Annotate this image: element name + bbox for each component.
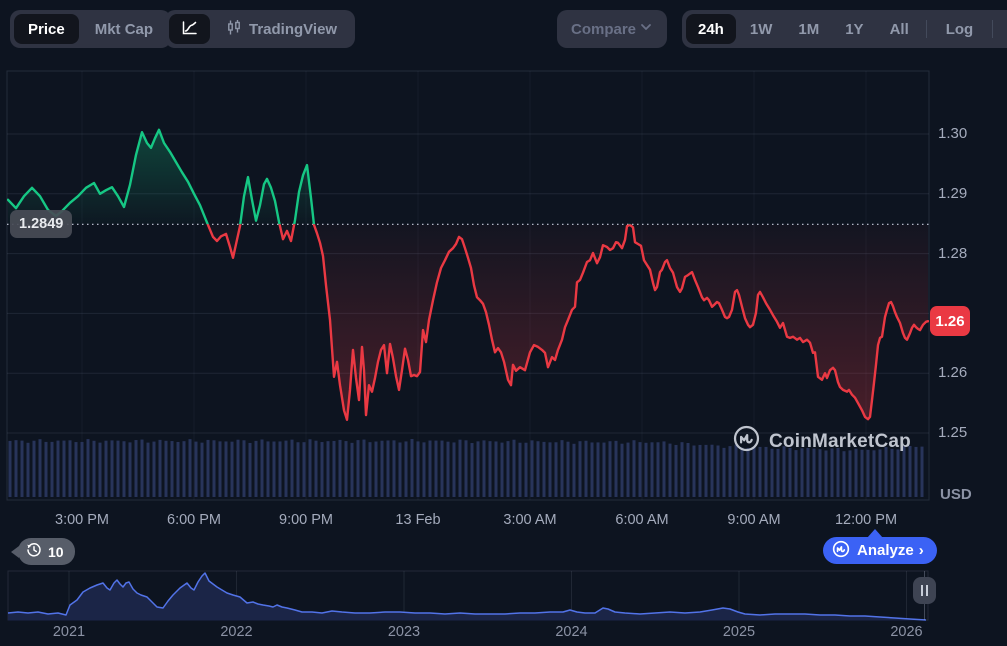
open-price-label: 1.2849	[10, 210, 73, 239]
compare-label: Compare	[571, 20, 637, 38]
x-axis-label: 3:00 AM	[503, 512, 557, 528]
minimap-year-label: 2026	[890, 624, 923, 640]
y-axis-label: 1.30	[938, 125, 968, 142]
range-button-all[interactable]: All	[889, 20, 909, 38]
chevron-down-icon	[639, 20, 653, 39]
coinmarketcap-watermark: CoinMarketCap	[733, 425, 911, 458]
clock-history-icon	[26, 542, 42, 561]
x-axis-label: 6:00 AM	[615, 512, 669, 528]
range-button-1y[interactable]: 1Y	[845, 20, 864, 38]
minimap-year-label: 2023	[387, 624, 421, 640]
candlestick-icon	[226, 19, 242, 40]
mktcap-tab[interactable]: Mkt Cap	[94, 20, 154, 38]
history-badge[interactable]: 10	[11, 538, 75, 565]
range-button-1m[interactable]: 1M	[798, 20, 820, 38]
y-axis-label: 1.29	[938, 184, 968, 202]
range-button-1w[interactable]: 1W	[749, 20, 773, 38]
chevron-right-icon: ›	[918, 542, 924, 559]
chart-type-toggle: TradingView	[165, 10, 356, 48]
minimap-range-handle[interactable]	[913, 577, 936, 604]
y-axis-unit: USD	[940, 486, 972, 503]
y-axis-label: 1.25	[938, 424, 968, 441]
history-count: 10	[48, 543, 64, 560]
minimap-series	[7, 572, 927, 621]
tradingview-label: TradingView	[249, 20, 338, 38]
x-axis-label: 6:00 PM	[167, 512, 221, 528]
line-chart-button[interactable]	[169, 14, 210, 44]
coinmarketcap-logo-icon	[733, 425, 760, 458]
compare-button[interactable]: Compare	[557, 10, 667, 48]
analyze-label: Analyze	[857, 542, 914, 559]
current-price-badge: 1.26	[930, 306, 970, 337]
volume-bars	[8, 439, 924, 497]
range-selector: 24h 1W 1M 1Y All Log	[682, 10, 1007, 48]
range-button-24h[interactable]: 24h	[686, 14, 736, 44]
minimap-year-label: 2025	[722, 624, 756, 640]
y-axis-label: 1.28	[938, 244, 968, 262]
x-axis-label: 9:00 AM	[727, 512, 781, 528]
divider	[925, 20, 927, 38]
price-tab[interactable]: Price	[14, 14, 79, 44]
chart-settings-button[interactable]	[998, 14, 1007, 44]
cmc-analyze-icon	[832, 540, 850, 562]
minimap-year-label: 2024	[555, 624, 588, 640]
price-mktcap-toggle: Price Mkt Cap	[10, 10, 172, 48]
analyze-button[interactable]: Analyze ›	[823, 529, 937, 564]
pause-icon	[921, 585, 923, 596]
watermark-text: CoinMarketCap	[769, 430, 911, 452]
minimap-year-label: 2022	[220, 624, 253, 640]
y-axis-label: 1.26	[938, 364, 968, 382]
x-axis-label: 13 Feb	[395, 512, 441, 528]
line-chart-icon	[181, 19, 198, 40]
divider	[992, 20, 994, 38]
minimap-year-label: 2021	[52, 624, 86, 640]
x-axis-label: 9:00 PM	[279, 512, 333, 528]
price-line-series	[7, 128, 929, 421]
log-scale-button[interactable]: Log	[945, 20, 974, 38]
x-axis-label: 12:00 PM	[834, 512, 898, 528]
x-axis-label: 3:00 PM	[55, 512, 109, 528]
tradingview-button[interactable]: TradingView	[212, 14, 351, 44]
